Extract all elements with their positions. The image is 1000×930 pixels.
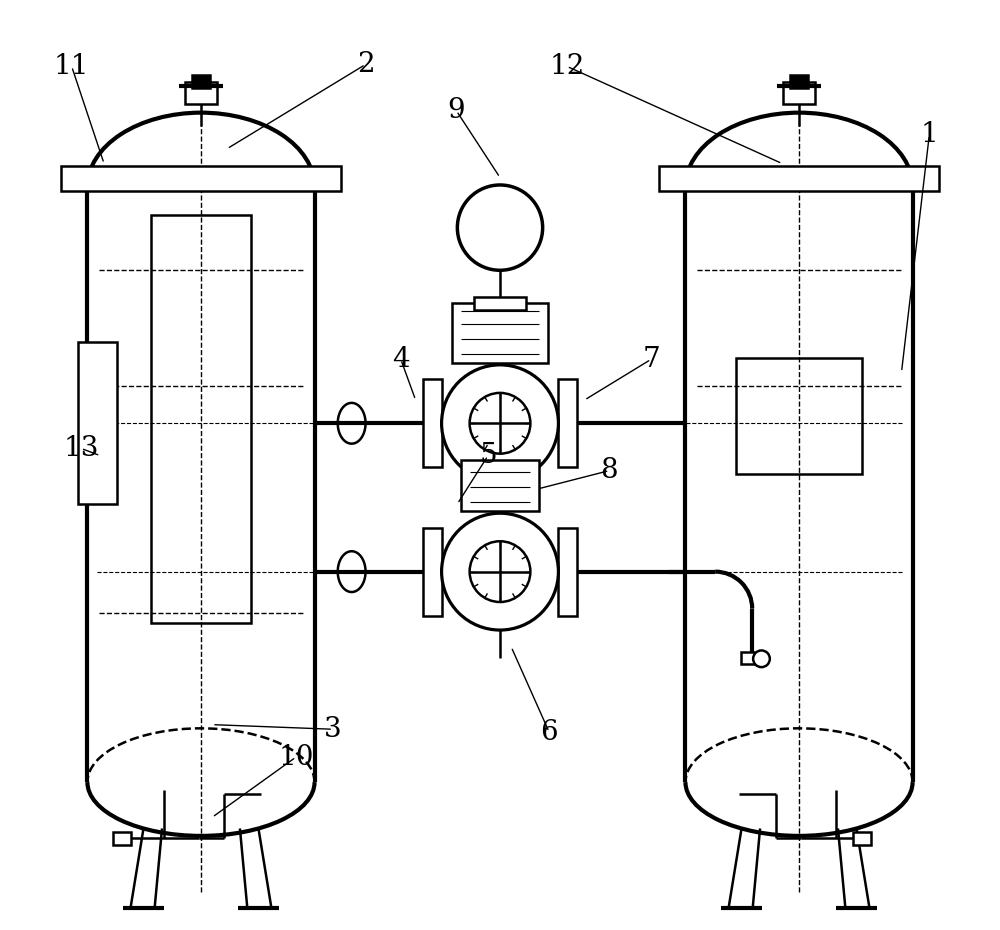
Text: 13: 13 [63, 435, 99, 462]
Circle shape [442, 513, 558, 630]
Bar [558, 527, 577, 616]
Bar [78, 342, 117, 504]
Bar [423, 527, 442, 616]
Text: 4: 4 [392, 346, 410, 373]
Bar [474, 298, 526, 310]
Text: 8: 8 [601, 457, 618, 484]
Text: 3: 3 [324, 716, 342, 743]
Circle shape [442, 365, 558, 482]
Bar [185, 83, 217, 104]
Bar [736, 358, 862, 474]
Text: 9: 9 [448, 98, 465, 125]
Text: 1: 1 [920, 122, 938, 149]
Text: 10: 10 [278, 744, 314, 771]
Text: 6: 6 [540, 719, 558, 746]
Bar [853, 832, 871, 845]
Bar [558, 379, 577, 467]
Bar [790, 75, 808, 88]
Circle shape [457, 185, 543, 271]
Bar [423, 379, 442, 467]
Bar [192, 75, 210, 88]
Bar [659, 166, 939, 192]
Bar [461, 460, 539, 512]
Circle shape [753, 650, 770, 667]
Bar [452, 303, 548, 363]
Text: 12: 12 [549, 53, 584, 80]
Bar [61, 166, 341, 192]
Text: 5: 5 [479, 443, 497, 470]
Bar [151, 215, 251, 622]
Text: 7: 7 [642, 346, 660, 373]
Bar [741, 652, 765, 664]
Text: 2: 2 [357, 51, 374, 78]
Bar [783, 83, 815, 104]
Text: 11: 11 [54, 53, 89, 80]
Bar [113, 832, 131, 845]
